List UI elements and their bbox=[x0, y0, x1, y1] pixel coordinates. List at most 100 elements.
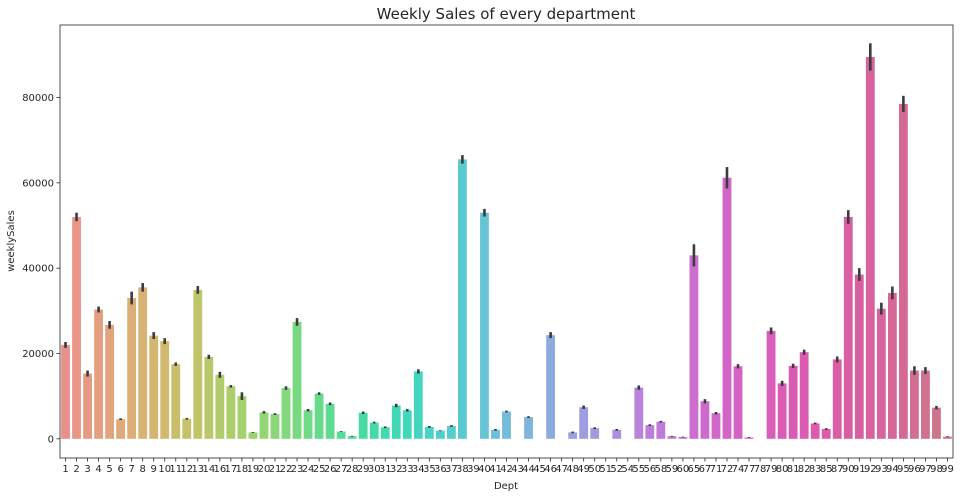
x-tick-label: 92 bbox=[864, 464, 877, 475]
bar-dept-27 bbox=[336, 431, 346, 439]
x-tick-label: 31 bbox=[379, 464, 392, 475]
bar-dept-23 bbox=[292, 321, 302, 439]
bar-dept-59 bbox=[667, 436, 677, 439]
bar-dept-38 bbox=[457, 159, 467, 439]
x-tick-label: 78 bbox=[754, 464, 767, 475]
x-tick-label: 9 bbox=[151, 464, 157, 475]
bar-dept-52 bbox=[612, 429, 622, 439]
x-tick-label: 55 bbox=[632, 464, 645, 475]
x-tick-label: 21 bbox=[269, 464, 282, 475]
bar-dept-37 bbox=[446, 426, 456, 439]
x-tick-label: 28 bbox=[346, 464, 359, 475]
x-tick-label: 19 bbox=[247, 464, 260, 475]
x-tick-label: 93 bbox=[875, 464, 888, 475]
bar-dept-83 bbox=[810, 423, 820, 439]
bar-dept-11 bbox=[171, 364, 181, 439]
x-tick-label: 42 bbox=[500, 464, 513, 475]
bar-dept-93 bbox=[876, 308, 886, 439]
bar-dept-72 bbox=[722, 177, 732, 439]
x-tick-label: 43 bbox=[511, 464, 524, 475]
x-tick-label: 71 bbox=[710, 464, 723, 475]
bar-dept-95 bbox=[898, 103, 908, 439]
y-axis-label: weeklySales bbox=[6, 210, 17, 272]
x-tick-label: 4 bbox=[95, 464, 101, 475]
bar-dept-19 bbox=[248, 432, 258, 439]
bar-dept-31 bbox=[380, 427, 390, 439]
bar-dept-65 bbox=[689, 255, 699, 439]
x-tick-label: 50 bbox=[588, 464, 601, 475]
bar-dept-55 bbox=[634, 387, 644, 439]
bar-dept-42 bbox=[502, 411, 511, 439]
x-tick-label: 24 bbox=[302, 464, 315, 475]
bar-dept-9 bbox=[149, 335, 159, 439]
bar-dept-13 bbox=[193, 289, 203, 439]
bar-dept-2 bbox=[72, 216, 81, 439]
bar-dept-71 bbox=[711, 413, 721, 439]
bar-dept-48 bbox=[568, 432, 578, 439]
x-tick-label: 74 bbox=[732, 464, 745, 475]
x-tick-label: 59 bbox=[666, 464, 679, 475]
x-tick-label: 13 bbox=[191, 464, 204, 475]
x-tick-label: 56 bbox=[643, 464, 656, 475]
x-tick-label: 7 bbox=[128, 464, 134, 475]
x-tick-label: 81 bbox=[787, 464, 800, 475]
x-tick-label: 5 bbox=[106, 464, 112, 475]
bar-dept-32 bbox=[391, 405, 401, 439]
x-tick-label: 17 bbox=[225, 464, 238, 475]
bar-dept-10 bbox=[160, 341, 170, 439]
bar-dept-74 bbox=[733, 366, 743, 439]
error-bars-group bbox=[64, 43, 949, 438]
x-tick-label: 65 bbox=[688, 464, 701, 475]
x-tick-label: 25 bbox=[313, 464, 326, 475]
bar-dept-87 bbox=[832, 359, 842, 439]
x-tick-label: 67 bbox=[699, 464, 712, 475]
y-tick-label: 40000 bbox=[22, 264, 54, 275]
x-tick-label: 72 bbox=[721, 464, 734, 475]
x-tick-label: 58 bbox=[654, 464, 667, 475]
x-tick-label: 14 bbox=[202, 464, 215, 475]
bar-dept-18 bbox=[237, 396, 247, 439]
bar-dept-24 bbox=[303, 410, 313, 439]
x-tick-label: 90 bbox=[842, 464, 855, 475]
x-tick-label: 49 bbox=[577, 464, 590, 475]
x-tick-label: 79 bbox=[765, 464, 778, 475]
bar-dept-20 bbox=[259, 412, 269, 439]
y-tick-label: 80000 bbox=[22, 93, 54, 104]
bar-dept-96 bbox=[910, 370, 919, 439]
chart-title: Weekly Sales of every department bbox=[377, 5, 636, 23]
x-tick-label: 8 bbox=[140, 464, 146, 475]
x-tick-label: 83 bbox=[809, 464, 822, 475]
bar-dept-49 bbox=[579, 407, 589, 439]
x-tick-label: 26 bbox=[324, 464, 337, 475]
x-tick-label: 98 bbox=[930, 464, 943, 475]
x-tick-label: 40 bbox=[478, 464, 491, 475]
x-tick-label: 34 bbox=[412, 464, 425, 475]
bar-dept-3 bbox=[83, 373, 92, 439]
x-tick-label: 46 bbox=[544, 464, 557, 475]
bar-dept-16 bbox=[215, 374, 225, 439]
x-tick-label: 54 bbox=[621, 464, 634, 475]
bar-dept-33 bbox=[402, 410, 412, 439]
x-tick-label: 37 bbox=[445, 464, 458, 475]
bar-dept-36 bbox=[435, 430, 445, 439]
x-tick-label: 33 bbox=[401, 464, 414, 475]
x-tick-label: 35 bbox=[423, 464, 436, 475]
bar-dept-14 bbox=[204, 356, 214, 439]
bar-dept-21 bbox=[270, 414, 280, 439]
x-tick-label: 77 bbox=[743, 464, 756, 475]
x-tick-label: 95 bbox=[897, 464, 910, 475]
bar-dept-79 bbox=[766, 330, 776, 439]
bar-dept-28 bbox=[347, 436, 357, 439]
y-tick-label: 20000 bbox=[22, 349, 54, 360]
x-tick-label: 99 bbox=[941, 464, 954, 475]
bar-dept-50 bbox=[590, 428, 600, 439]
bar-dept-98 bbox=[932, 407, 941, 439]
bar-dept-25 bbox=[314, 393, 324, 439]
x-tick-label: 38 bbox=[456, 464, 469, 475]
y-tick-label: 0 bbox=[48, 434, 54, 445]
x-tick-label: 52 bbox=[610, 464, 623, 475]
x-tick-label: 6 bbox=[117, 464, 123, 475]
bar-dept-80 bbox=[777, 383, 787, 439]
x-tick-label: 30 bbox=[368, 464, 381, 475]
